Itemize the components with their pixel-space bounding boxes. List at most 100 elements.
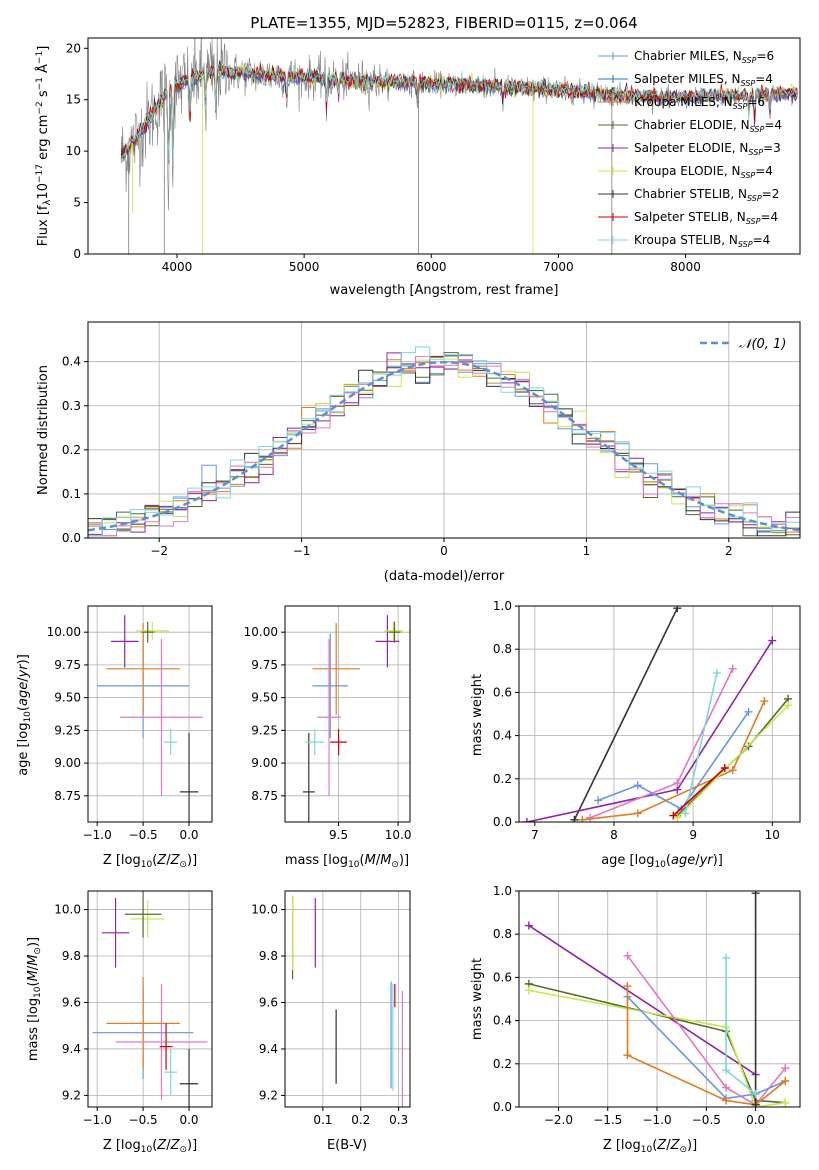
x-tick-label: −0.5 — [129, 828, 158, 842]
weight-marker — [722, 1096, 731, 1105]
y-tick-label: 1.0 — [493, 599, 512, 613]
x-tick-label: −2 — [150, 544, 168, 558]
weight-marker — [681, 809, 690, 818]
y-tick-label: 9.25 — [251, 723, 278, 737]
y-tick-label: 0.0 — [493, 1100, 512, 1114]
legend-label: Salpeter ELODIE, NSSP=3 — [634, 141, 781, 157]
x-tick-label: 0.1 — [313, 1113, 332, 1127]
weight-marker — [784, 701, 793, 710]
x-tick-label: 7 — [531, 828, 539, 842]
ylabel-part: Flux [f — [36, 205, 51, 246]
y-tick-label: 9.25 — [54, 723, 81, 737]
y-tick-label: 9.8 — [259, 949, 278, 963]
x-tick-label: 0.3 — [389, 1113, 408, 1127]
weight-marker — [722, 1066, 731, 1075]
y-tick-label: 9.50 — [54, 691, 81, 705]
x-tick-label: 10 — [765, 828, 780, 842]
legend-label: Salpeter MILES, NSSP=4 — [634, 72, 773, 88]
ylabel-part: −1 — [35, 51, 45, 64]
spectrum-plot: 4000 5000 6000 7000 8000 0 5 10 15 20 — [66, 37, 801, 274]
legend-label: Salpeter STELIB, NSSP=4 — [634, 210, 778, 226]
x-tick-label: −1 — [293, 544, 311, 558]
x-tick-label: −1.0 — [83, 1113, 112, 1127]
weight-marker — [570, 815, 579, 822]
legend-label: Chabrier MILES, NSSP=6 — [634, 49, 774, 65]
weight-marker — [760, 697, 769, 706]
weight-marker — [751, 891, 760, 898]
weight-marker — [722, 953, 731, 962]
axes-frame — [518, 605, 801, 823]
plot-content — [88, 346, 800, 537]
y-tick-label: 9.2 — [62, 1088, 81, 1102]
axes-frame — [87, 890, 213, 1108]
y-tick-label: 10 — [66, 144, 81, 158]
y-tick-label: 5 — [73, 196, 81, 210]
weight-marker — [522, 818, 531, 822]
x-tick-label: −1.5 — [593, 1113, 622, 1127]
x-tick-label: 0.0 — [746, 1113, 765, 1127]
spectrum-title: PLATE=1355, MJD=52823, FIBERID=0115, z=0… — [250, 14, 637, 32]
residual-histogram-krou_stel — [88, 346, 800, 537]
x-tick-label: 7000 — [543, 260, 574, 274]
x-tick-label: 2 — [725, 544, 733, 558]
y-tick-label: 0.0 — [62, 531, 81, 545]
residual-panel: −2 −1 0 1 2 0.0 0.1 0.2 0.3 0.4 (data-model)/erro… — [36, 321, 801, 584]
weight-marker — [744, 707, 753, 716]
spectrum-ylabel: Flux [fλ10−17 erg cm−2 s−1 Å−1] — [35, 46, 53, 247]
y-tick-label: 0.8 — [493, 927, 512, 941]
y-tick-label: 0.2 — [493, 772, 512, 786]
legend-label: Chabrier STELIB, NSSP=2 — [634, 187, 779, 203]
weight-marker — [768, 636, 777, 645]
y-tick-label: 0.6 — [493, 685, 512, 699]
residual-legend: 𝒩(0, 1) — [700, 337, 786, 352]
ylabel-part: erg cm — [36, 115, 51, 164]
weight-marker — [673, 779, 682, 788]
mass-vs-metallicity-plot: −1.0 −0.5 0.0 9.2 9.4 9.6 9.8 10.0 — [54, 890, 213, 1127]
y-tick-label: 10.0 — [251, 903, 278, 917]
mass-z-xlabel: Z [log10(Z/Z⊙)] — [103, 1138, 197, 1155]
plot-content — [524, 891, 790, 1107]
weight-line-krou_elod — [676, 704, 789, 819]
plot-content — [97, 615, 203, 822]
y-tick-label: 9.8 — [62, 949, 81, 963]
y-tick-label: 0.2 — [62, 443, 81, 457]
y-tick-label: 10.00 — [244, 625, 278, 639]
ylabel-part: −17 — [35, 164, 45, 183]
x-tick-label: 0.2 — [351, 1113, 370, 1127]
weight-marker — [633, 809, 642, 818]
y-tick-label: 9.6 — [259, 995, 278, 1009]
weight-marker — [728, 766, 737, 775]
spectrum-xlabel: wavelength [Angstrom, rest frame] — [330, 283, 559, 298]
weight-marker — [623, 951, 632, 960]
x-tick-label: −1.0 — [642, 1113, 671, 1127]
y-tick-label: 9.50 — [251, 691, 278, 705]
w-z-ylabel: mass weight — [470, 958, 485, 1040]
normal-legend-label: 𝒩(0, 1) — [739, 337, 786, 352]
legend-label: Kroupa MILES, NSSP=6 — [634, 95, 765, 111]
ylabel-part: Å — [35, 64, 51, 77]
weight-marker — [524, 921, 533, 930]
residual-plot: −2 −1 0 1 2 0.0 0.1 0.2 0.3 0.4 — [62, 321, 801, 558]
y-tick-label: 9.6 — [62, 995, 81, 1009]
weight-marker — [673, 606, 682, 613]
age-mass-xlabel: mass [log10(M/M⊙)] — [285, 853, 409, 870]
y-tick-label: 9.2 — [259, 1088, 278, 1102]
w-age-xlabel: age [log10(age/yr)] — [601, 853, 723, 870]
axes-frame — [87, 605, 213, 823]
x-tick-label: 0.0 — [179, 828, 198, 842]
mass-vs-extinction-plot: 0.1 0.2 0.3 9.2 9.4 9.6 9.8 10.0 — [251, 890, 411, 1127]
plot-content — [92, 891, 208, 1107]
spectrum-panel: PLATE=1355, MJD=52823, FIBERID=0115, z=0… — [35, 14, 801, 298]
weight-marker — [633, 781, 642, 790]
weight-line-chab_miles — [597, 711, 750, 811]
y-tick-label: 0.3 — [62, 399, 81, 413]
axes-frame — [284, 605, 411, 823]
y-tick-label: 0.8 — [493, 642, 512, 656]
weight-marker — [781, 1064, 790, 1073]
age-vs-metallicity-plot: −1.0 −0.5 0.0 8.75 9.00 9.25 9.50 9.75 10.00 — [47, 605, 213, 842]
x-tick-label: 8000 — [670, 260, 701, 274]
y-tick-label: 1.0 — [493, 884, 512, 898]
weight-line-krou_miles — [582, 700, 766, 821]
y-tick-label: 10.0 — [54, 903, 81, 917]
y-tick-label: 0.4 — [62, 355, 81, 369]
